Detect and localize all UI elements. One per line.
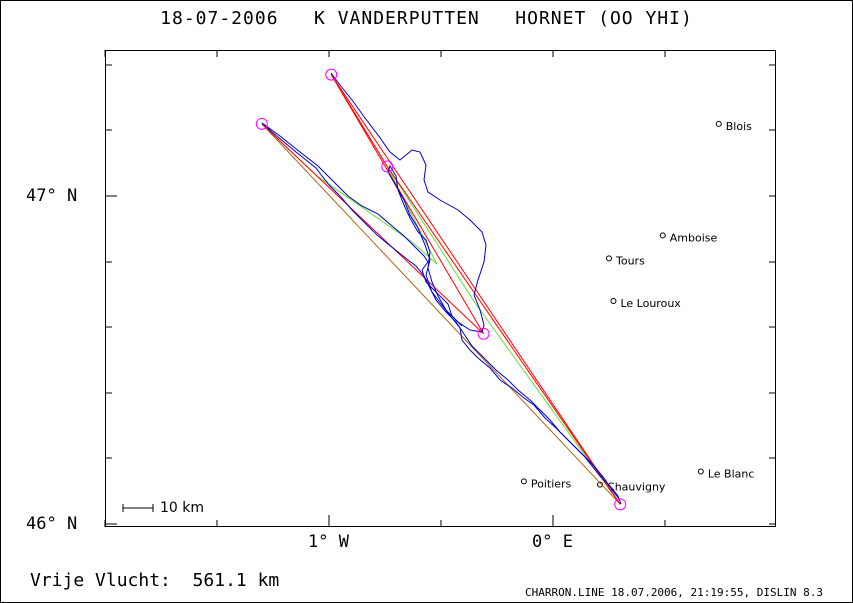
city-marker (606, 255, 612, 262)
gps-track (261, 122, 621, 501)
x-label-0e: 0° E (532, 532, 573, 552)
city-label: Le Blanc (708, 468, 755, 481)
turnpoint-marker (255, 117, 268, 130)
y-label-46n: 46° N (26, 514, 78, 534)
turnpoint-marker (381, 160, 394, 173)
x-label-1w: 1° W (308, 532, 349, 552)
turnpoint-marker (614, 498, 627, 511)
city-marker (520, 478, 527, 485)
city-label: Amboise (670, 231, 718, 244)
city-marker (715, 120, 722, 127)
y-label-47n: 47° N (26, 186, 78, 206)
route-line-declared (261, 74, 621, 505)
city-marker (597, 481, 604, 488)
map-title: 18-07-2006 K VANDERPUTTEN HORNET (OO YHI… (160, 8, 693, 29)
credit-line: CHARRON.LINE 18.07.2006, 21:19:55, DISLI… (524, 586, 823, 599)
city-label: Blois (726, 120, 752, 133)
route-line-outer (261, 123, 621, 505)
city-marker (610, 297, 617, 304)
gps-track (261, 122, 463, 327)
city-marker (697, 468, 704, 475)
city-marker (659, 232, 666, 239)
city-label: Tours (615, 254, 645, 267)
scale-bar-label: 10 km (160, 500, 205, 516)
city-label: Le Louroux (620, 297, 681, 310)
flight-distance: Vrije Vlucht: 561.1 km (30, 570, 280, 591)
turnpoint-marker (477, 327, 490, 340)
city-label: Chauvigny (607, 481, 666, 494)
turnpoint-marker (325, 68, 338, 81)
city-label: Poitiers (531, 477, 572, 490)
gps-track (330, 72, 622, 505)
